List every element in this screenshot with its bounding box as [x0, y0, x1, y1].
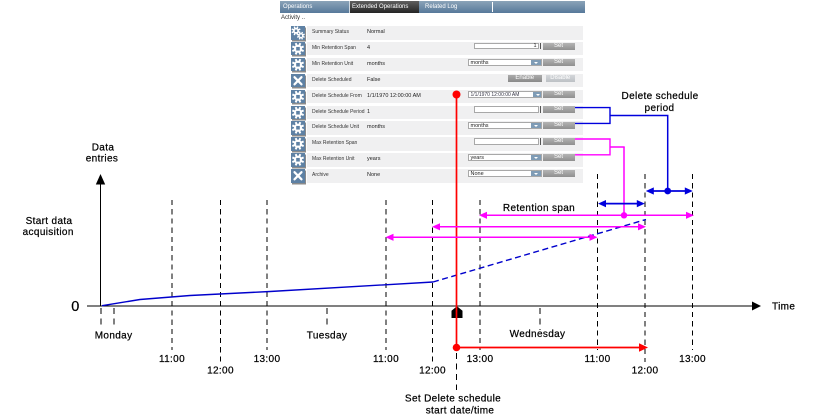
- svg-text:Set Delete schedule: Set Delete schedule: [405, 394, 501, 405]
- svg-text:Monday: Monday: [95, 331, 133, 342]
- svg-text:Tuesday: Tuesday: [307, 331, 347, 342]
- svg-text:period: period: [645, 103, 675, 114]
- svg-text:start date/time: start date/time: [426, 406, 495, 417]
- svg-text:13:00: 13:00: [254, 354, 281, 365]
- svg-text:13:00: 13:00: [467, 354, 494, 365]
- svg-text:Wednesday: Wednesday: [510, 329, 566, 340]
- svg-text:11:00: 11:00: [159, 354, 185, 365]
- svg-text:Retention span: Retention span: [503, 203, 575, 214]
- svg-text:11:00: 11:00: [373, 354, 399, 365]
- svg-text:Start data: Start data: [26, 216, 73, 227]
- svg-text:0: 0: [71, 299, 79, 315]
- svg-text:Time: Time: [772, 302, 795, 313]
- svg-text:Data: Data: [92, 143, 115, 154]
- svg-text:12:00: 12:00: [632, 366, 659, 377]
- svg-text:13:00: 13:00: [679, 354, 706, 365]
- svg-text:Delete schedule: Delete schedule: [622, 91, 699, 102]
- svg-text:11:00: 11:00: [584, 354, 610, 365]
- svg-text:entries: entries: [86, 154, 118, 165]
- svg-text:acquisition: acquisition: [23, 227, 74, 238]
- svg-text:12:00: 12:00: [207, 366, 234, 377]
- svg-text:12:00: 12:00: [419, 366, 446, 377]
